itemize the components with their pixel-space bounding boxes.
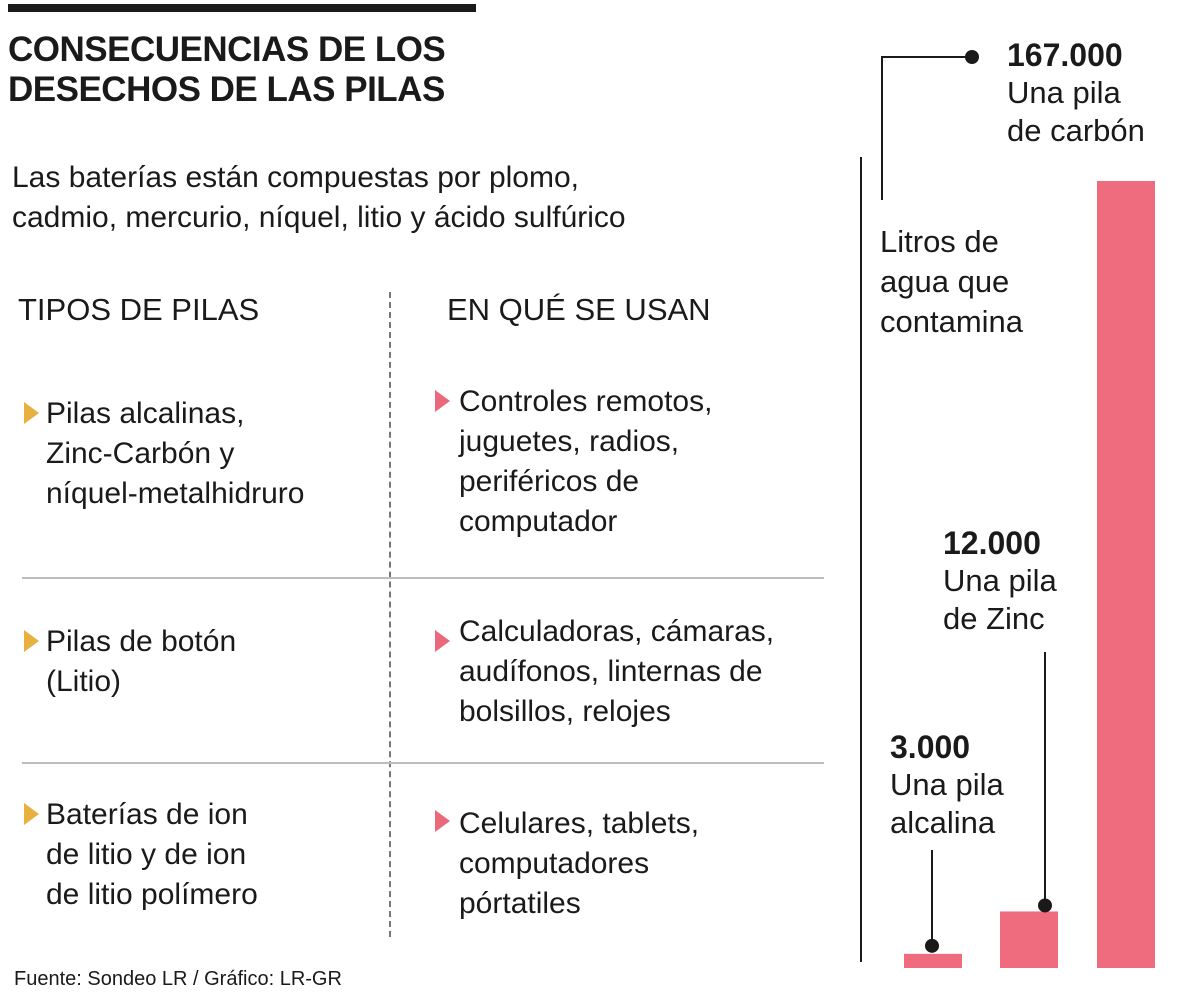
unit-label-line: agua que	[880, 264, 1010, 299]
bullet-arrow-icon	[24, 630, 39, 652]
cell-line: Controles remotos,	[459, 385, 713, 418]
column-header-uses: EN QUÉ SE USAN	[447, 292, 711, 327]
bar-category-label: de carbón	[1007, 113, 1145, 148]
row-divider	[22, 762, 824, 764]
bar-category-label: alcalina	[890, 805, 996, 840]
cell-line: periféricos de	[459, 465, 640, 498]
cell-line: computadores	[459, 847, 650, 880]
bar-label-zinc: 12.000 Una pila de Zinc	[943, 524, 1057, 638]
cell-line: Zinc-Carbón y	[46, 437, 235, 470]
unit-label-line: contamina	[880, 304, 1024, 339]
leader-dot-3	[965, 50, 979, 64]
page-title: CONSECUENCIAS DE LOS DESECHOS DE LAS PIL…	[8, 30, 488, 110]
top-rule	[8, 4, 476, 12]
bar-1	[904, 953, 962, 968]
bar-label-alcalina: 3.000 Una pila alcalina	[890, 728, 1004, 842]
cell-line: Pilas de botón	[46, 625, 237, 658]
title-line-1: CONSECUENCIAS DE LOS	[8, 30, 446, 69]
cell-line: Calculadoras, cámaras,	[459, 615, 775, 648]
source-note: Fuente: Sondeo LR / Gráfico: LR-GR	[14, 968, 342, 990]
bar-category-label: Una pila	[1007, 75, 1121, 110]
table-row-1-uses: Controles remotos, juguetes, radios, per…	[459, 382, 839, 542]
bar-category-label: de Zinc	[943, 601, 1045, 636]
table-row-3-uses: Celulares, tablets, computadores pórtati…	[459, 804, 839, 924]
bar-value-label: 12.000	[943, 525, 1041, 561]
bullet-arrow-icon	[435, 630, 450, 652]
column-header-types: TIPOS DE PILAS	[18, 292, 260, 327]
subtitle: Las baterías están compuestas por plomo,…	[12, 158, 772, 238]
bar-label-carbon: 167.000 Una pila de carbón	[1007, 36, 1145, 150]
table-row-1-type: Pilas alcalinas, Zinc-Carbón y níquel-me…	[46, 394, 386, 514]
table-row-2-type: Pilas de botón (Litio)	[46, 622, 386, 702]
leader-dot-1	[925, 938, 939, 953]
cell-line: de litio y de ion	[46, 838, 247, 871]
leader-dot-2	[1038, 898, 1052, 913]
bar-2	[1000, 911, 1058, 968]
cell-line: bolsillos, relojes	[459, 695, 671, 728]
cell-line: computador	[459, 505, 618, 538]
cell-line: audífonos, linternas de	[459, 655, 763, 688]
bullet-arrow-icon	[24, 402, 39, 424]
table-row-2-uses: Calculadoras, cámaras, audífonos, linter…	[459, 612, 839, 732]
subtitle-line-1: Las baterías están compuestas por plomo,	[12, 161, 579, 194]
bar-value-label: 3.000	[890, 729, 971, 765]
bar-value-label: 167.000	[1007, 37, 1123, 73]
cell-line: Baterías de ion	[46, 798, 248, 831]
row-divider	[22, 577, 824, 579]
cell-line: pórtatiles	[459, 887, 581, 920]
bullet-arrow-icon	[435, 810, 450, 832]
title-line-2: DESECHOS DE LAS PILAS	[8, 70, 445, 109]
bullet-arrow-icon	[24, 803, 39, 825]
leader-line-3	[881, 56, 972, 200]
chart-unit-label: Litros de agua que contamina	[880, 222, 1080, 342]
column-divider	[389, 292, 391, 937]
table-row-3-type: Baterías de ion de litio y de ion de lit…	[46, 795, 386, 915]
subtitle-line-2: cadmio, mercurio, níquel, litio y ácido …	[12, 201, 626, 234]
bar-category-label: Una pila	[943, 563, 1057, 598]
cell-line: (Litio)	[46, 665, 122, 698]
bullet-arrow-icon	[435, 390, 450, 412]
bar-category-label: Una pila	[890, 767, 1004, 802]
cell-line: juguetes, radios,	[459, 425, 680, 458]
chart-axis	[860, 157, 862, 962]
cell-line: de litio polímero	[46, 878, 258, 911]
bar-3	[1097, 181, 1155, 968]
cell-line: Pilas alcalinas,	[46, 397, 245, 430]
unit-label-line: Litros de	[880, 224, 999, 259]
cell-line: Celulares, tablets,	[459, 807, 700, 840]
cell-line: níquel-metalhidruro	[46, 477, 305, 510]
